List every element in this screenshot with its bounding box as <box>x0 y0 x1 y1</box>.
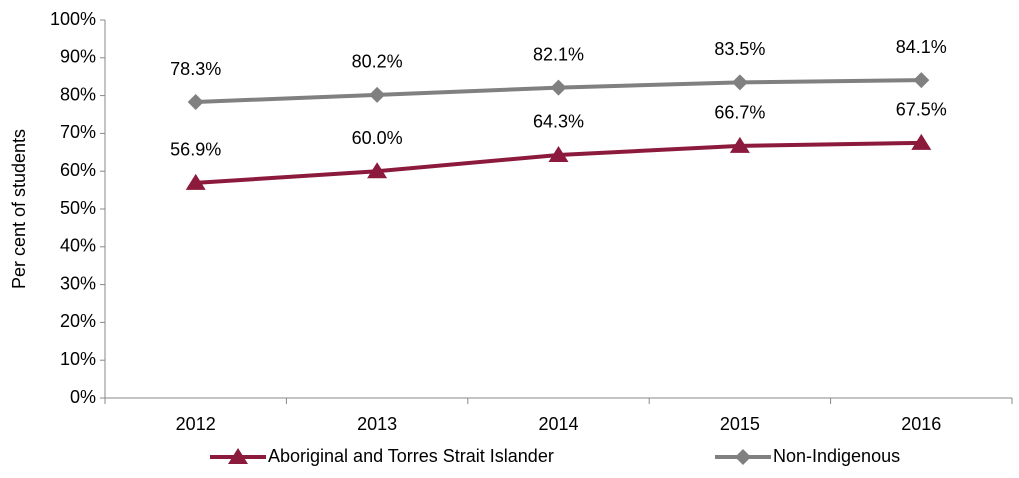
y-tick-label: 90% <box>60 47 96 67</box>
point-marker <box>185 173 206 190</box>
point-marker <box>228 448 248 464</box>
legend-label: Aboriginal and Torres Strait Islander <box>268 446 554 466</box>
x-tick-label: 2014 <box>538 414 578 434</box>
y-tick-label: 0% <box>70 387 96 407</box>
y-tick-label: 70% <box>60 122 96 142</box>
point-marker <box>367 162 388 179</box>
point-marker <box>550 79 567 96</box>
data-label: 60.0% <box>352 128 403 148</box>
x-tick-label: 2015 <box>720 414 760 434</box>
point-marker <box>913 72 930 89</box>
data-label: 64.3% <box>533 112 584 132</box>
legend-label: Non-Indigenous <box>773 446 900 466</box>
y-tick-label: 80% <box>60 84 96 104</box>
y-tick-label: 100% <box>50 9 96 29</box>
point-marker <box>729 136 750 153</box>
point-marker <box>911 133 932 150</box>
data-label: 83.5% <box>714 39 765 59</box>
point-marker <box>369 86 386 103</box>
y-axis-label: Per cent of students <box>9 129 29 289</box>
y-tick-label: 20% <box>60 311 96 331</box>
data-label: 67.5% <box>896 100 947 120</box>
y-tick-label: 40% <box>60 236 96 256</box>
point-marker <box>735 449 751 465</box>
y-tick-label: 30% <box>60 273 96 293</box>
x-tick-label: 2012 <box>176 414 216 434</box>
x-tick-label: 2013 <box>357 414 397 434</box>
y-tick-label: 60% <box>60 160 96 180</box>
data-label: 78.3% <box>170 59 221 79</box>
y-tick-label: 50% <box>60 198 96 218</box>
data-label: 66.7% <box>714 103 765 123</box>
y-tick-label: 10% <box>60 349 96 369</box>
data-label: 80.2% <box>352 52 403 72</box>
data-label: 84.1% <box>896 37 947 57</box>
x-tick-label: 2016 <box>901 414 941 434</box>
data-label: 82.1% <box>533 44 584 64</box>
point-marker <box>187 94 204 111</box>
point-marker <box>548 145 569 162</box>
data-label: 56.9% <box>170 140 221 160</box>
point-marker <box>731 74 748 91</box>
